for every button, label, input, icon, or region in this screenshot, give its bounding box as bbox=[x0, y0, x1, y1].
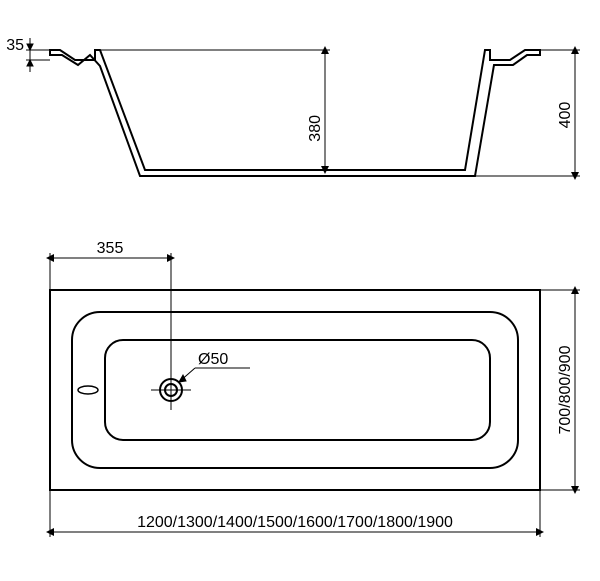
technical-drawing: 35 380 400 355 bbox=[0, 0, 600, 581]
dim-drain-dia: Ø50 bbox=[179, 351, 250, 382]
tub-inner-rim bbox=[72, 312, 518, 468]
dim-380-label: 380 bbox=[307, 115, 324, 142]
dim-lengths: 1200/1300/1400/1500/1600/1700/1800/1900 bbox=[50, 490, 540, 537]
overflow bbox=[78, 386, 98, 394]
dim-400-label: 400 bbox=[557, 102, 574, 129]
side-view bbox=[50, 50, 540, 176]
dim-dia-label: Ø50 bbox=[198, 351, 228, 368]
dim-35-label: 35 bbox=[6, 37, 24, 54]
tub-outer bbox=[50, 290, 540, 490]
dim-height-400: 400 bbox=[475, 50, 580, 176]
dim-355-label: 355 bbox=[97, 240, 124, 257]
dim-drain-355: 355 bbox=[50, 240, 171, 380]
tub-section-profile bbox=[50, 50, 540, 176]
dim-widths: 700/800/900 bbox=[540, 290, 580, 490]
dim-rim-35: 35 bbox=[6, 37, 50, 72]
dim-widths-label: 700/800/900 bbox=[557, 345, 574, 434]
dim-lengths-label: 1200/1300/1400/1500/1600/1700/1800/1900 bbox=[137, 514, 453, 531]
top-view bbox=[50, 290, 540, 490]
